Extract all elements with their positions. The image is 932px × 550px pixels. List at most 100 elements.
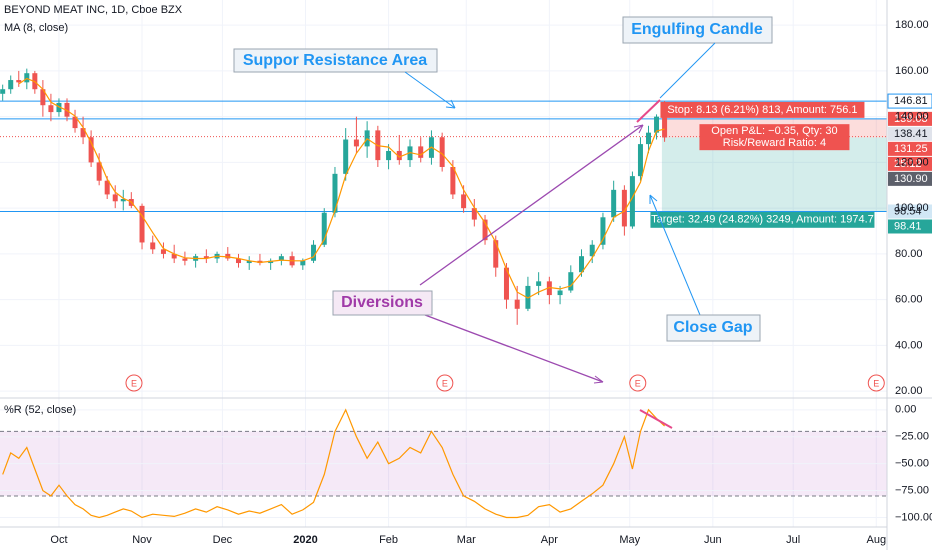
candle-body: [246, 260, 252, 264]
position-text: Risk/Reward Ratio: 4: [723, 137, 826, 149]
y-tick-label: 140.00: [895, 111, 929, 123]
price-label: 138.41: [894, 128, 928, 140]
annotation-arrow: [404, 71, 456, 109]
candle-body: [568, 272, 574, 291]
candle-body: [386, 150, 392, 161]
candle-body: [396, 150, 402, 161]
y-tick-label: 20.00: [895, 385, 923, 397]
price-label-box: [888, 111, 932, 126]
candle-body: [637, 144, 643, 177]
annotation-engulfing: Engulfing Candle: [622, 16, 773, 99]
candle-body: [546, 281, 552, 296]
candle-body: [40, 89, 46, 106]
candle-body: [88, 137, 94, 163]
chart-title: BEYOND MEAT INC, 1D, Cboe BZX: [4, 4, 183, 16]
candle-body: [8, 80, 14, 90]
candle-body: [439, 137, 445, 167]
candle-body: [418, 146, 424, 158]
candle-body: [150, 242, 156, 250]
annotation-text: Engulfing Candle: [631, 21, 763, 38]
earnings-label: E: [131, 378, 137, 388]
candle-body: [471, 208, 477, 220]
x-tick-label: Feb: [379, 534, 398, 546]
annotation-box: [622, 16, 773, 44]
candle-body: [48, 105, 54, 113]
earnings-marker: [436, 374, 454, 392]
pink-line: [639, 409, 673, 429]
candle-body: [343, 139, 349, 174]
price-label: 25:12: [894, 158, 922, 170]
position-text: Open P&L: −0.35, Qty: 30: [711, 125, 837, 137]
annotation-arrow: [659, 42, 716, 99]
candle-body: [589, 244, 595, 257]
wpr-tick-label: 0.00: [895, 404, 916, 416]
wpr-legend: %R (52, close): [4, 404, 76, 416]
price-label: 146.81: [894, 95, 928, 107]
candle-body: [96, 162, 102, 181]
position-text: Target: 32.49 (24.82%) 3249, Amount: 197…: [651, 214, 874, 226]
trend-line: [424, 314, 604, 383]
y-tick-label: 80.00: [895, 248, 923, 260]
candle-body: [235, 258, 241, 264]
annotation-text: Suppor Resistance Area: [243, 52, 427, 69]
y-tick-label: 120.00: [895, 156, 929, 168]
position-box: [650, 211, 875, 228]
candle-body: [332, 173, 338, 213]
price-label-box: [888, 171, 932, 186]
candle-body: [654, 116, 660, 133]
candle-body: [16, 80, 22, 83]
y-tick-label: 40.00: [895, 339, 923, 351]
price-label: 98.54: [894, 205, 922, 217]
annotation-box: [332, 290, 433, 316]
candle-body: [160, 249, 166, 254]
earnings-label: E: [442, 378, 448, 388]
position-box: [699, 124, 850, 151]
wpr-tick-label: −25.00: [895, 431, 929, 443]
price-label-box: [888, 156, 932, 171]
candle-body: [80, 128, 86, 138]
annotation-support: Suppor Resistance Area: [233, 48, 456, 109]
candle-body: [104, 180, 110, 195]
position-tool: Stop: 8.13 (6.21%) 813, Amount: 756.1 Ope…: [650, 101, 887, 228]
price-label-box: [888, 141, 932, 156]
candle-body: [182, 258, 188, 261]
candle-body: [353, 139, 359, 147]
candle-body: [321, 212, 327, 245]
annotation-diversions: Diversions: [332, 99, 673, 429]
candle-body: [203, 256, 209, 259]
candle-body: [278, 256, 284, 261]
candle-body: [482, 219, 488, 241]
candle-body: [64, 102, 70, 117]
x-tick-label: Aug: [866, 534, 886, 546]
candle-body: [112, 194, 118, 202]
trend-line: [419, 124, 644, 286]
price-label: 131.25: [894, 143, 928, 155]
candle-body: [0, 89, 6, 94]
candle-body: [72, 116, 78, 129]
candle-body: [171, 253, 177, 259]
candle-body: [629, 176, 635, 227]
arrow-head: [593, 375, 604, 384]
price-label-box: [887, 93, 932, 109]
ma-line: [18, 77, 665, 299]
candle-body: [311, 244, 317, 261]
price-label-box: [888, 126, 932, 141]
y-tick-label: 60.00: [895, 294, 923, 306]
earnings-label: E: [635, 378, 641, 388]
position-box: [660, 101, 865, 118]
candle-body: [514, 299, 520, 309]
position-text: Stop: 8.13 (6.21%) 813, Amount: 756.1: [667, 104, 857, 116]
price-label: 139.03: [894, 113, 928, 125]
arrow-head: [633, 124, 644, 134]
candle-body: [646, 132, 652, 145]
pink-line: [636, 99, 661, 123]
x-tick-label: May: [619, 534, 640, 546]
earnings-marker: [867, 374, 885, 392]
candle-body: [579, 256, 585, 273]
annotation-gap: Close Gap: [649, 194, 761, 342]
price-label: 130.90: [894, 173, 928, 185]
candle-body: [621, 189, 627, 227]
x-tick-label: Jun: [704, 534, 722, 546]
x-tick-label: Oct: [50, 534, 67, 546]
